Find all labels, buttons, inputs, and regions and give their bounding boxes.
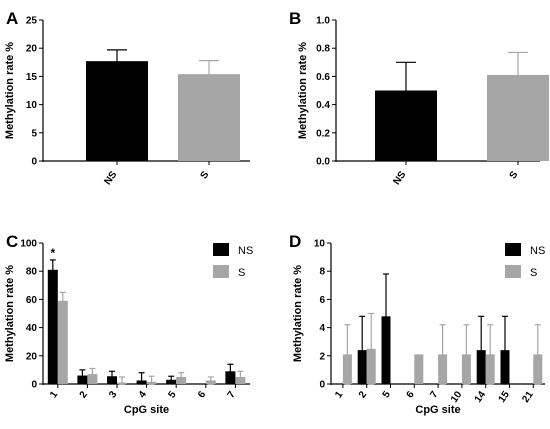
y-tick-label: 80 xyxy=(26,267,38,278)
x-tick-label: 15 xyxy=(497,389,513,405)
x-tick-label: 3 xyxy=(107,389,119,400)
bar-s-site-6 xyxy=(414,354,424,384)
legend-swatch-s xyxy=(213,265,229,278)
panel-a: A 0 5 10 15 20 25 Methylation rate % NS S xyxy=(4,9,250,187)
y-tick-label: 0.8 xyxy=(316,44,330,55)
panel-letter: D xyxy=(289,232,301,251)
x-axis-label: CpG site xyxy=(124,404,169,416)
legend-swatch-ns xyxy=(213,243,229,256)
y-tick-label: 5 xyxy=(31,128,37,139)
x-tick-label: 2 xyxy=(357,389,369,400)
panel-letter: C xyxy=(6,232,18,251)
panel-c: C 0 20 40 60 80 100 Methylation rate % 1 2 3 4 5 6 7 Cp… xyxy=(4,232,253,416)
y-tick-label: 1.0 xyxy=(316,16,330,27)
y-tick-label: 25 xyxy=(26,16,38,27)
x-tick-label: 5 xyxy=(166,389,178,400)
y-tick-label: 0 xyxy=(31,380,37,391)
x-tick-label: NS xyxy=(102,169,119,187)
y-tick-label: 60 xyxy=(26,295,38,306)
significance-marker: * xyxy=(50,246,55,260)
x-tick-label: 14 xyxy=(473,389,489,405)
y-tick-label: 10 xyxy=(314,239,326,250)
y-tick-label: 0.0 xyxy=(316,157,330,168)
y-axis-label: Methylation rate % xyxy=(4,265,16,362)
x-tick-label: NS xyxy=(391,169,408,187)
legend-swatch-s xyxy=(505,265,521,278)
panel-b: B 0.0 0.2 0.4 0.6 0.8 1.0 Methylation rate % NS S xyxy=(289,9,549,187)
y-tick-label: 20 xyxy=(26,351,38,362)
x-tick-label: 5 xyxy=(381,389,393,400)
y-tick-label: 6 xyxy=(319,295,325,306)
x-axis-label: CpG site xyxy=(415,404,460,416)
y-tick-label: 0 xyxy=(31,157,37,168)
x-tick-label: 1 xyxy=(48,389,60,400)
y-tick-label: 20 xyxy=(26,44,38,55)
panel-letter: B xyxy=(289,9,301,28)
y-axis-label: Methylation rate % xyxy=(292,265,304,362)
x-tick-label: 7 xyxy=(226,389,238,400)
y-tick-label: 100 xyxy=(20,239,37,250)
x-tick-label: 10 xyxy=(449,389,465,405)
x-tick-label: 4 xyxy=(137,389,149,400)
bar-s-site-1 xyxy=(57,300,68,384)
y-tick-label: 40 xyxy=(26,323,38,334)
y-tick-label: 4 xyxy=(319,323,325,334)
y-tick-label: 15 xyxy=(26,72,38,83)
y-tick-label: 0.2 xyxy=(316,128,330,139)
y-axis-label: Methylation rate % xyxy=(297,42,309,139)
bar-ns xyxy=(86,61,148,162)
legend-swatch-ns xyxy=(505,243,521,256)
x-tick-label: S xyxy=(199,169,212,181)
legend-label-ns: NS xyxy=(530,245,545,257)
panel-letter: A xyxy=(6,9,18,28)
y-tick-label: 0.6 xyxy=(316,72,330,83)
x-tick-label: 2 xyxy=(78,389,90,400)
legend-label-s: S xyxy=(238,267,245,279)
x-tick-label: 7 xyxy=(428,389,440,400)
legend-label-s: S xyxy=(530,267,537,279)
bar-s xyxy=(178,74,240,161)
y-axis-label: Methylation rate % xyxy=(4,42,16,139)
x-tick-label: 1 xyxy=(333,389,345,400)
y-tick-label: 8 xyxy=(319,267,325,278)
bar-ns-site-1 xyxy=(47,269,58,384)
y-tick-label: 2 xyxy=(319,351,325,362)
y-tick-label: 10 xyxy=(26,100,38,111)
x-tick-label: S xyxy=(508,169,521,181)
y-tick-label: 0.4 xyxy=(316,100,330,111)
x-tick-label: 6 xyxy=(405,389,417,400)
x-tick-label: 6 xyxy=(196,389,208,400)
legend-label-ns: NS xyxy=(238,245,253,257)
y-tick-label: 0 xyxy=(319,380,325,391)
x-tick-label: 21 xyxy=(520,389,536,405)
